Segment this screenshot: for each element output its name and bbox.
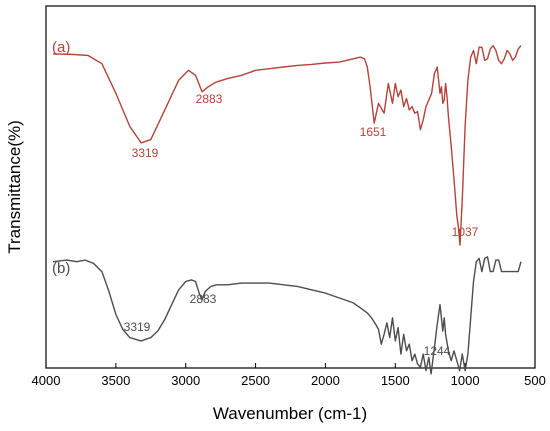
peak-label-a-3319: 3319 — [132, 146, 159, 160]
annotation-layer: (a) (b) 3319 2883 1651 1037 3319 2883 1244 — [52, 39, 479, 358]
plot-frame — [45, 5, 536, 369]
peak-label-a-1037: 1037 — [452, 225, 479, 239]
x-tick-label: 1500 — [381, 373, 410, 388]
series-b-label: (b) — [52, 260, 70, 277]
x-axis-ticks: 4000 3500 3000 2500 2000 1500 1000 500 — [32, 363, 546, 388]
x-tick-label: 500 — [524, 373, 546, 388]
x-tick-label: 2500 — [241, 373, 270, 388]
series-a-label: (a) — [52, 39, 70, 56]
series-b-line — [52, 256, 522, 375]
x-tick-label: 4000 — [32, 373, 61, 388]
x-tick-label: 2000 — [311, 373, 340, 388]
series-layer — [52, 44, 522, 375]
x-tick-label: 1000 — [451, 373, 480, 388]
peak-label-b-3319: 3319 — [124, 320, 151, 334]
x-tick-label: 3000 — [171, 373, 200, 388]
x-axis-title: Wavenumber (cm-1) — [213, 404, 367, 423]
peak-label-b-1244: 1244 — [424, 344, 451, 358]
series-a-line — [52, 44, 522, 246]
y-axis-title: Transmittance(%) — [5, 120, 24, 254]
peak-label-a-1651: 1651 — [360, 125, 387, 139]
x-tick-label: 3500 — [101, 373, 130, 388]
peak-label-a-2883: 2883 — [196, 92, 223, 106]
peak-label-b-2883: 2883 — [190, 292, 217, 306]
